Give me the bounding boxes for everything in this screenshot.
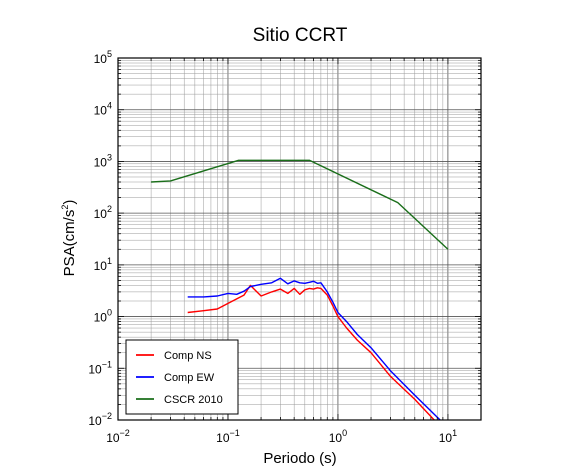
- x-tick-label: 101: [439, 428, 457, 445]
- y-tick-label: 103: [94, 152, 112, 169]
- x-tick-label: 10−1: [216, 428, 240, 445]
- y-axis-label-sup: 2: [60, 205, 70, 210]
- y-tick-label: 101: [94, 256, 112, 273]
- y-axis-label: PSA(cm/s2): [60, 200, 78, 277]
- x-tick-label: 10−2: [106, 428, 130, 445]
- legend-label: Comp NS: [164, 350, 212, 362]
- x-tick-label: 100: [329, 428, 347, 445]
- y-tick-label: 105: [94, 49, 112, 66]
- series-line-comp-ns: [187, 284, 435, 421]
- grid: [117, 57, 482, 421]
- axis-ticks: [117, 57, 482, 421]
- series-line-comp-ew: [187, 277, 441, 421]
- legend-label: CSCR 2010: [164, 394, 223, 406]
- plot-frame: [117, 57, 482, 421]
- series-line-cscr-2010: [151, 159, 449, 250]
- y-tick-label: 10−2: [88, 411, 112, 428]
- chart-title: Sitio CCRT: [253, 25, 348, 46]
- y-axis-label-close: ): [61, 200, 78, 205]
- tick-labels: 10−2 10−1 100 101 10−2 10−1 100 101 102 103 104 105: [88, 49, 457, 445]
- y-axis-label-base: PSA(cm/s: [61, 210, 78, 277]
- legend: Comp NS Comp EW CSCR 2010: [125, 339, 239, 415]
- series-layer: [151, 159, 449, 421]
- x-axis-label: Periodo (s): [263, 450, 336, 467]
- legend-label: Comp EW: [164, 372, 215, 384]
- y-tick-label: 102: [94, 204, 112, 221]
- y-tick-label: 104: [94, 101, 112, 118]
- y-tick-label: 10−1: [88, 359, 112, 376]
- y-tick-label: 100: [94, 308, 112, 325]
